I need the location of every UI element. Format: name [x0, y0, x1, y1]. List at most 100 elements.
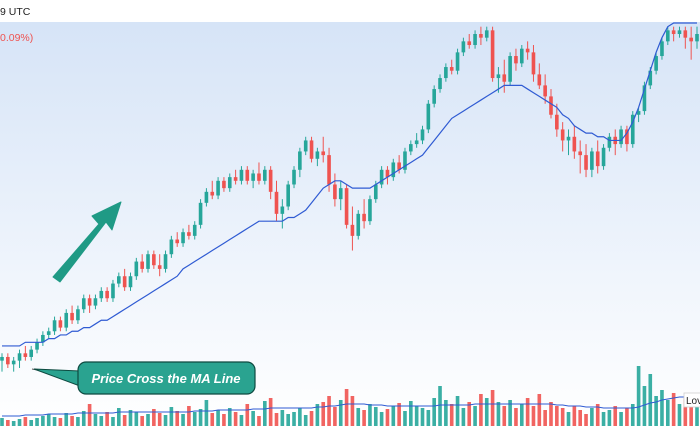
candle-body: [432, 89, 436, 104]
volume-bar: [654, 396, 658, 426]
candle-body: [17, 353, 22, 361]
volume-bar: [385, 409, 390, 426]
candle-body: [683, 30, 688, 38]
volume-bar: [64, 413, 69, 426]
candle-body: [362, 213, 366, 222]
volume-bar: [146, 414, 150, 426]
candles: [0, 26, 699, 372]
volume-bar: [233, 412, 238, 426]
volume-bar: [549, 402, 553, 426]
candle-body: [6, 356, 10, 365]
candle-body: [192, 224, 197, 236]
candle: [484, 26, 489, 42]
candle-body: [373, 184, 378, 200]
candle: [6, 353, 10, 368]
candle-body: [303, 140, 308, 152]
candle-body: [0, 356, 4, 361]
candle: [70, 305, 74, 324]
candle: [222, 177, 226, 192]
volume-bar: [403, 411, 407, 426]
candle-body: [327, 155, 331, 185]
candle: [537, 63, 542, 90]
price-cross-callout: Price Cross the MA Line: [31, 361, 256, 395]
candle: [420, 125, 425, 145]
volume-bar: [391, 406, 396, 426]
volume-bar: [420, 408, 425, 426]
volume-bar: [58, 418, 63, 426]
volume-bar: [514, 408, 518, 426]
volume-bar: [665, 400, 670, 426]
volume-bar: [122, 415, 127, 426]
candle-body: [245, 169, 250, 181]
candle-body: [81, 298, 86, 310]
candle-body: [560, 129, 565, 141]
candle-body: [64, 312, 69, 328]
candle: [654, 52, 658, 75]
ma-line: [2, 22, 697, 347]
volume-bar: [321, 402, 326, 426]
candle: [578, 140, 582, 174]
candle: [677, 26, 682, 38]
candle-body: [397, 162, 401, 170]
callout-box: [77, 361, 256, 395]
candle: [630, 111, 635, 148]
volume-bar: [444, 400, 448, 426]
candle: [81, 294, 86, 313]
candle-body: [414, 140, 419, 145]
candle-body: [23, 353, 28, 357]
candle: [58, 316, 63, 332]
candle-body: [280, 206, 285, 214]
candle-body: [572, 136, 577, 152]
candle: [140, 254, 144, 273]
candle-body: [76, 309, 80, 321]
volume-bar: [6, 420, 10, 426]
volume-bar: [683, 398, 688, 426]
volume-bars: [0, 366, 699, 426]
candle-body: [251, 173, 255, 181]
candle: [595, 140, 600, 174]
candle-body: [163, 254, 168, 269]
volume-bar: [280, 410, 285, 426]
volume-bar: [590, 408, 594, 426]
volume-bar: [555, 406, 559, 426]
candle-body: [333, 184, 337, 200]
volume-bar: [426, 410, 431, 426]
candle-body: [46, 331, 51, 335]
volume-bar: [0, 418, 4, 426]
candle-body: [601, 147, 606, 167]
volume-bar: [128, 410, 133, 426]
candle: [502, 59, 507, 93]
volume-bar: [251, 411, 255, 426]
candle-body: [117, 276, 121, 284]
candle-body: [105, 290, 109, 299]
volume-bar: [508, 400, 512, 426]
volume-bar: [449, 404, 454, 426]
volume-bar: [327, 396, 331, 426]
candle-body: [298, 151, 302, 170]
volume-bar: [192, 412, 197, 426]
candle-body: [490, 30, 495, 79]
volume-bar: [298, 408, 302, 426]
candle: [362, 199, 366, 229]
volume-bar: [613, 406, 618, 426]
candle-body: [309, 140, 314, 159]
candle: [490, 26, 495, 82]
candle: [117, 272, 121, 288]
candle-body: [549, 96, 553, 115]
candle: [41, 331, 45, 346]
volume-bar: [689, 396, 693, 426]
candle-body: [58, 320, 63, 328]
candle-body: [35, 342, 39, 350]
volume-bar: [169, 407, 174, 426]
volume-bar: [572, 406, 577, 426]
volume-bar: [181, 414, 185, 426]
volume-bar: [502, 406, 507, 426]
candle: [99, 287, 104, 302]
volume-bar: [309, 411, 314, 426]
candle-body: [210, 191, 215, 196]
candle-body: [391, 162, 396, 178]
candle: [338, 180, 343, 211]
volume-bar: [671, 393, 676, 426]
